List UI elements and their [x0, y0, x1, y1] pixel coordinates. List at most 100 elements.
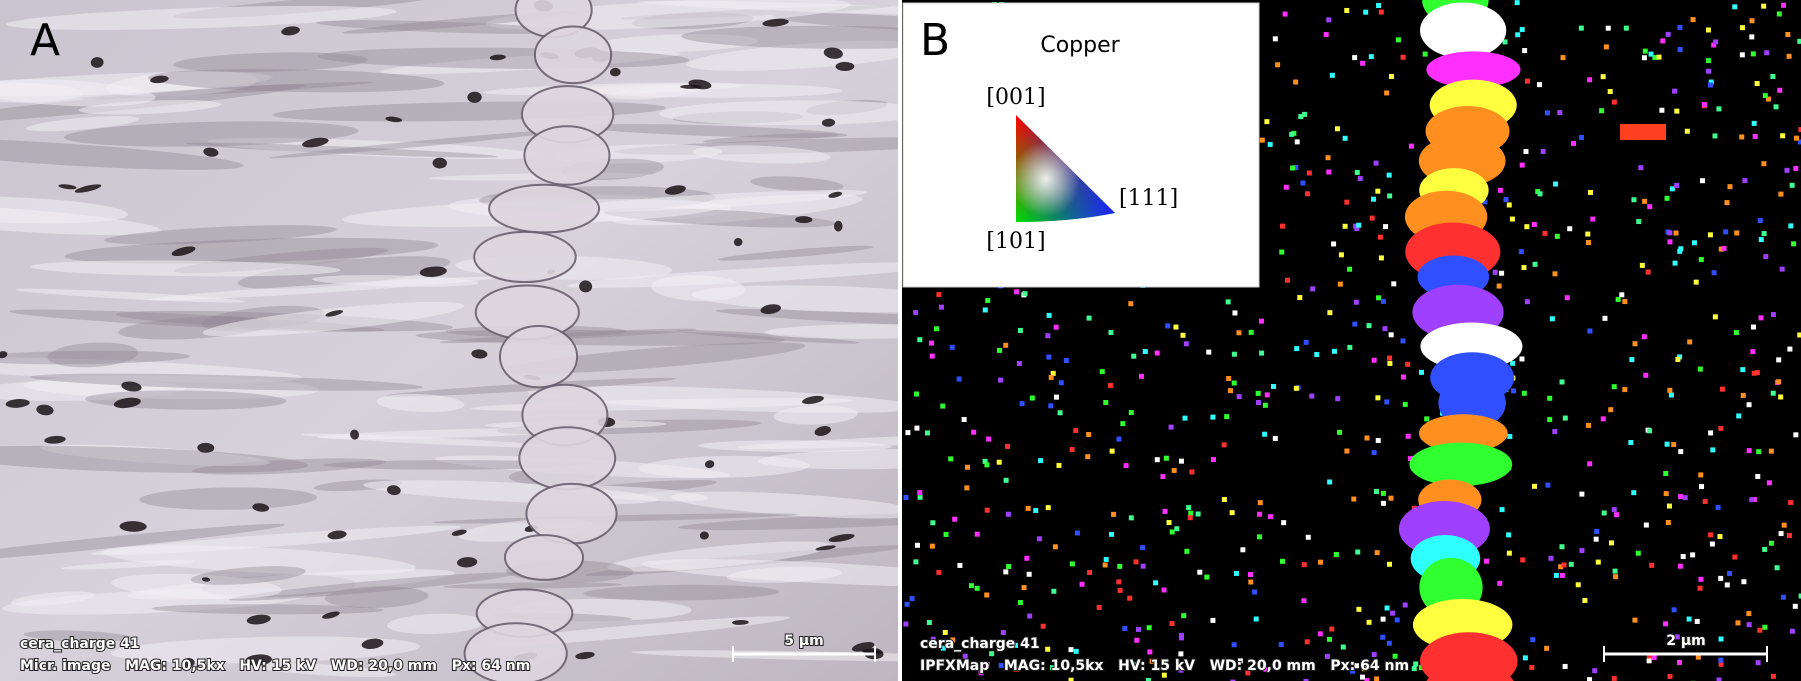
- ipf-pixel: [1659, 107, 1665, 113]
- ipf-pixel: [1607, 89, 1613, 95]
- surface-streak: [63, 121, 359, 147]
- surface-streak: [681, 25, 898, 49]
- ipf-pixel: [1519, 27, 1525, 33]
- ipf-pixel: [1146, 625, 1152, 631]
- ipf-pixel: [1532, 483, 1538, 489]
- ipf-pixel: [1757, 627, 1763, 633]
- ipf-pixel: [1128, 410, 1134, 416]
- ipf-pixel: [1667, 230, 1673, 236]
- ipf-pixel: [1422, 51, 1428, 57]
- pore: [814, 426, 831, 436]
- ipf-pixel: [1735, 620, 1741, 626]
- surface-streak: [323, 460, 578, 470]
- surface-streak: [110, 636, 421, 664]
- ipf-pixel: [1262, 431, 1268, 437]
- pore: [119, 521, 147, 532]
- ipf-pixel: [1120, 421, 1126, 427]
- ipf-pixel: [1595, 559, 1601, 565]
- ipf-pixel: [1553, 572, 1559, 578]
- ipf-triangle-white: [1016, 115, 1115, 222]
- ipf-pixel: [1033, 508, 1039, 514]
- ipf-pixel: [950, 637, 956, 643]
- surface-streak: [581, 124, 848, 138]
- ipf-pixel: [986, 436, 992, 442]
- surface-streak: [387, 613, 485, 635]
- ipf-pixel: [1754, 81, 1760, 87]
- ipf-pixel: [1706, 58, 1712, 64]
- ipf-pixel: [1058, 380, 1064, 386]
- ipf-pixel: [1531, 221, 1537, 227]
- pore: [58, 184, 77, 190]
- pore: [821, 118, 836, 127]
- surface-streak: [583, 584, 780, 601]
- ipf-pixel: [1663, 491, 1669, 497]
- ipf-pixel: [936, 292, 942, 298]
- ipf-pixel: [1135, 626, 1141, 632]
- ipf-pixel: [1388, 74, 1394, 80]
- ipf-pixel: [1545, 482, 1551, 488]
- pore: [579, 280, 593, 293]
- ipf-pixel: [1781, 522, 1787, 528]
- ipf-pixel: [1701, 102, 1707, 108]
- ipf-pixel: [1026, 571, 1032, 577]
- surface-streak: [557, 190, 868, 213]
- ipf-pixel: [1178, 633, 1184, 639]
- ipf-pixel: [1317, 631, 1323, 637]
- ipf-pixel: [1613, 574, 1619, 580]
- pore: [74, 184, 102, 193]
- ipf-pixel: [1766, 96, 1772, 102]
- ipf-pixel: [1564, 295, 1570, 301]
- ipf-pixel: [1387, 355, 1393, 361]
- pore: [252, 503, 270, 512]
- ipf-pixel: [1347, 266, 1353, 272]
- grain: [498, 324, 579, 389]
- ipf-pixel: [1378, 255, 1384, 261]
- ipf-pixel: [913, 559, 919, 565]
- pore: [731, 619, 749, 625]
- ipf-pixel: [1210, 617, 1216, 623]
- ipf-pixel: [984, 507, 990, 513]
- ipf-pixel: [1761, 3, 1767, 9]
- ipf-pixel: [1774, 565, 1780, 571]
- ipf-pixel: [1248, 579, 1254, 585]
- ipf-pixel: [1232, 310, 1238, 316]
- ipf-pixel: [1264, 392, 1270, 398]
- ipf-pixel: [1509, 216, 1515, 222]
- ipf-pixel: [1267, 141, 1273, 147]
- ipf-pixel: [1050, 370, 1056, 376]
- ipf-pixel: [1337, 281, 1343, 287]
- ipf-pixel: [1675, 356, 1681, 362]
- ipf-pixel: [1593, 536, 1599, 542]
- ipf-pixel: [1749, 497, 1755, 503]
- ipf-pixel: [1040, 623, 1046, 629]
- ipf-pixel: [1780, 594, 1786, 600]
- ipf-pixel: [1384, 605, 1390, 611]
- ipf-pixel: [929, 353, 935, 359]
- ipf-pixel: [1789, 628, 1795, 634]
- ipf-pixel: [1366, 323, 1372, 329]
- pore: [201, 577, 211, 582]
- ipf-pixel: [1073, 428, 1079, 434]
- ipf-pixel: [1575, 582, 1581, 588]
- surface-streak: [671, 491, 898, 519]
- ipf-pixel: [1086, 315, 1092, 321]
- ipf-pixel: [968, 583, 974, 589]
- pore: [203, 147, 219, 157]
- ipf-pixel: [1314, 351, 1320, 357]
- surface-streak: [686, 40, 898, 71]
- ipf-pixel: [1751, 497, 1757, 503]
- ipf-pixel: [1707, 82, 1713, 88]
- ipf-pixel: [1691, 240, 1697, 246]
- surface-streak: [692, 145, 831, 164]
- ipf-pixel: [1309, 393, 1315, 399]
- ipf-pixel: [1600, 74, 1606, 80]
- ipf-pixel: [1240, 547, 1246, 553]
- ipf-pixel: [1411, 666, 1417, 672]
- pore: [182, 658, 195, 668]
- ipf-pixel: [1231, 642, 1237, 648]
- surface-streak: [642, 559, 898, 587]
- ipf-pixel: [1293, 79, 1299, 85]
- ipf-pixel: [1133, 662, 1139, 668]
- ipf-pixel: [1635, 550, 1641, 556]
- ipf-pixel: [1293, 385, 1299, 391]
